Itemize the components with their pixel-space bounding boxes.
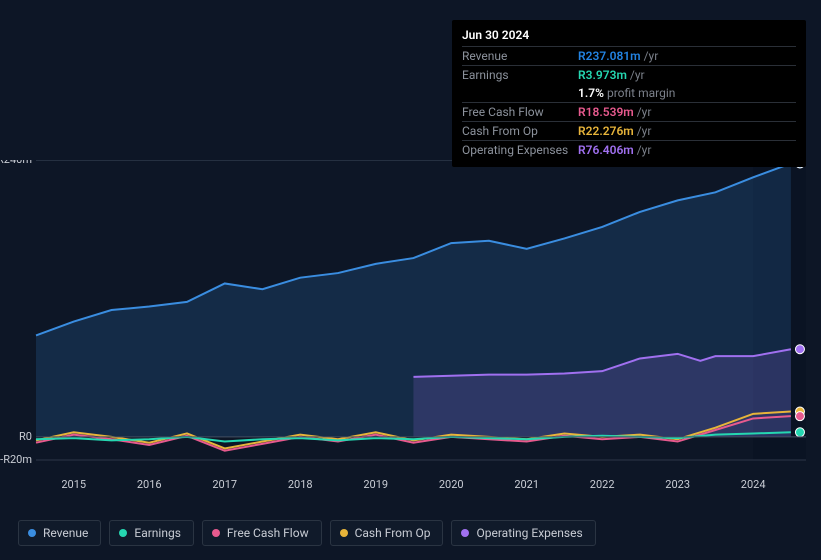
svg-text:2019: 2019: [363, 478, 388, 491]
svg-text:R240m: R240m: [0, 160, 32, 166]
tooltip-row: 1.7%profit margin: [462, 84, 796, 102]
legend-item[interactable]: Revenue: [18, 520, 101, 546]
tooltip-suffix: /yr: [630, 68, 645, 82]
tooltip-row: RevenueR237.081m/yr: [462, 46, 796, 65]
legend-dot: [461, 529, 469, 537]
tooltip-suffix: profit margin: [607, 86, 675, 100]
tooltip-row: Free Cash FlowR18.539m/yr: [462, 102, 796, 121]
legend-dot: [340, 529, 348, 537]
legend-label: Cash From Op: [355, 526, 431, 540]
tooltip-suffix: /yr: [637, 124, 652, 138]
tooltip-value: R3.973m: [578, 68, 627, 82]
tooltip-label: Free Cash Flow: [462, 105, 578, 119]
svg-text:2017: 2017: [212, 478, 237, 491]
legend-label: Earnings: [134, 526, 181, 540]
legend-label: Operating Expenses: [476, 526, 582, 540]
svg-text:2018: 2018: [288, 478, 313, 491]
svg-text:R0: R0: [19, 430, 32, 443]
legend-item[interactable]: Operating Expenses: [451, 520, 595, 546]
tooltip-suffix: /yr: [637, 105, 652, 119]
svg-text:2021: 2021: [514, 478, 539, 491]
tooltip-date: Jun 30 2024: [462, 26, 796, 46]
chart: R240m R0 -R20m 2015 2016 2017 2018 2019 2020 2021…: [0, 160, 821, 500]
svg-text:-R20m: -R20m: [0, 453, 32, 466]
tooltip-label: Cash From Op: [462, 124, 578, 138]
tooltip-row: EarningsR3.973m/yr: [462, 65, 796, 84]
tooltip-suffix: /yr: [644, 49, 659, 63]
tooltip-value: R237.081m: [578, 49, 641, 63]
tooltip-suffix: /yr: [637, 143, 652, 157]
svg-text:2016: 2016: [137, 478, 162, 491]
tooltip-row: Cash From OpR22.276m/yr: [462, 121, 796, 140]
tooltip-value: R18.539m: [578, 105, 634, 119]
tooltip-value: 1.7%: [578, 86, 604, 100]
legend-dot: [28, 529, 36, 537]
tooltip-panel: Jun 30 2024 RevenueR237.081m/yrEarningsR…: [452, 20, 806, 167]
legend-label: Revenue: [43, 526, 88, 540]
legend-item[interactable]: Free Cash Flow: [202, 520, 322, 546]
tooltip-value: R76.406m: [578, 143, 634, 157]
tooltip-label: Operating Expenses: [462, 143, 578, 157]
tooltip-label: Earnings: [462, 68, 578, 82]
chart-svg: R240m R0 -R20m 2015 2016 2017 2018 2019 2020 2021…: [0, 160, 821, 500]
tooltip-label: Revenue: [462, 49, 578, 63]
tooltip-row: Operating ExpensesR76.406m/yr: [462, 140, 796, 159]
legend-item[interactable]: Cash From Op: [330, 520, 444, 546]
legend-bar: Revenue Earnings Free Cash Flow Cash From O…: [18, 520, 596, 546]
svg-text:2020: 2020: [439, 478, 464, 491]
svg-text:2023: 2023: [665, 478, 690, 491]
legend-label: Free Cash Flow: [227, 526, 309, 540]
svg-text:2015: 2015: [61, 478, 86, 491]
legend-dot: [119, 529, 127, 537]
legend-dot: [212, 529, 220, 537]
svg-text:2022: 2022: [590, 478, 615, 491]
tooltip-value: R22.276m: [578, 124, 634, 138]
svg-text:2024: 2024: [741, 478, 766, 491]
legend-item[interactable]: Earnings: [109, 520, 194, 546]
